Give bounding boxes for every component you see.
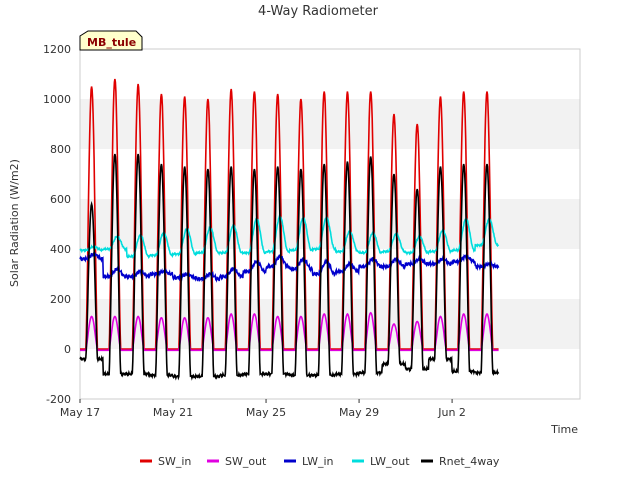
legend-label: LW_in — [302, 455, 334, 468]
legend-label: Rnet_4way — [439, 455, 500, 468]
legend-label: LW_out — [370, 455, 410, 468]
x-tick-label: Jun 2 — [437, 406, 466, 419]
x-tick-label: May 29 — [339, 406, 379, 419]
y-tick-label: 1000 — [43, 93, 71, 106]
y-tick-label: 200 — [50, 293, 71, 306]
y-tick-label: 600 — [50, 193, 71, 206]
series-line-sw-out — [80, 311, 499, 352]
series-lines — [79, 78, 500, 381]
legend-label: SW_in — [158, 455, 191, 468]
legend-label: SW_out — [225, 455, 267, 468]
chart-title: 4-Way Radiometer — [258, 4, 379, 19]
legend-item: Rnet_4way — [421, 455, 500, 468]
y-axis-label: Solar Radiation (W/m2) — [8, 159, 21, 287]
grid-band — [80, 49, 580, 99]
series-line-sw-in — [80, 78, 499, 350]
y-tick-label: -200 — [46, 393, 71, 406]
x-tick-label: May 17 — [60, 406, 100, 419]
legend-item: LW_in — [284, 455, 334, 468]
site-tag-label: MB_tule — [87, 36, 136, 49]
series-line-rnet-4way — [79, 153, 500, 381]
grid-band — [80, 149, 580, 199]
grid-band — [80, 199, 580, 249]
legend-item: SW_in — [140, 455, 191, 468]
legend: SW_in SW_out LW_in LW_out Rnet_4way — [140, 455, 500, 468]
series-line-lw-out — [79, 213, 500, 260]
site-tag-box — [79, 30, 143, 51]
plot-frame — [79, 48, 581, 400]
y-tick-label: 800 — [50, 143, 71, 156]
grid-band — [80, 249, 580, 299]
grid-band — [80, 99, 580, 149]
y-tick-label: 1200 — [43, 43, 71, 56]
site-tag: MB_tule — [79, 30, 143, 51]
x-axis-ticks: May 17 May 21 May 25 May 29 Jun 2 — [60, 399, 466, 419]
series-line-lw-in — [79, 249, 500, 283]
x-tick-label: May 25 — [246, 406, 286, 419]
y-tick-label: 0 — [64, 343, 71, 356]
legend-item: LW_out — [352, 455, 410, 468]
y-tick-label: 400 — [50, 243, 71, 256]
legend-item: SW_out — [207, 455, 267, 468]
y-axis-ticks: -200 0 200 400 600 800 1000 1200 — [43, 43, 71, 406]
x-axis-label: Time — [550, 423, 578, 436]
x-tick-label: May 21 — [153, 406, 193, 419]
